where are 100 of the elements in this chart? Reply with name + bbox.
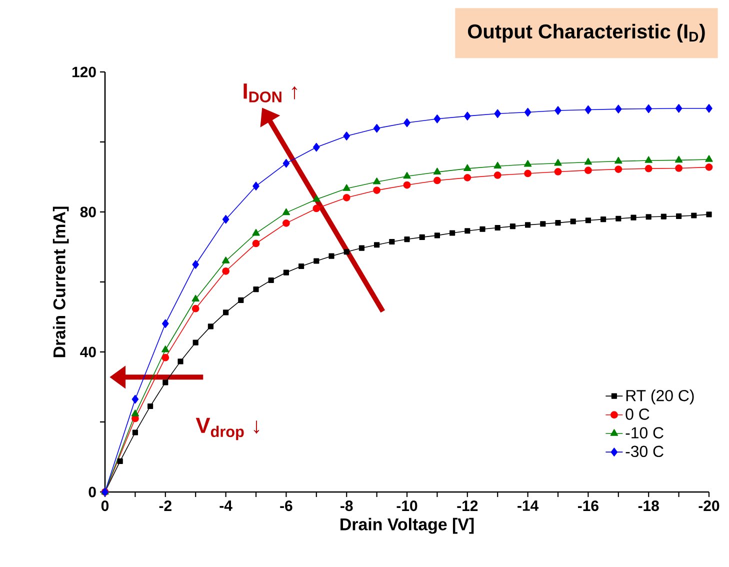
point — [282, 208, 290, 216]
point — [404, 236, 410, 242]
y-axis-title: Drain Current [mA] — [52, 206, 69, 358]
point — [705, 155, 713, 162]
x-tick-label: -10 — [396, 500, 418, 512]
point — [208, 324, 214, 330]
annotation: V$_{drop}$ ↓ — [196, 418, 260, 440]
point — [524, 160, 532, 167]
point — [616, 216, 622, 222]
point — [342, 194, 350, 202]
x-tick-label: -12 — [457, 500, 478, 511]
point — [660, 214, 666, 220]
point — [344, 249, 350, 255]
point — [312, 204, 320, 212]
point — [434, 114, 441, 124]
point — [464, 164, 472, 171]
point — [434, 232, 440, 238]
point — [222, 256, 230, 264]
point — [223, 310, 229, 316]
point — [343, 132, 350, 140]
annotation: I$_{DON}$ ↑ — [244, 84, 298, 102]
legend-label: 0 C — [626, 408, 650, 420]
point — [584, 158, 592, 165]
point — [192, 304, 200, 312]
point — [178, 358, 184, 364]
point — [192, 294, 200, 302]
y-tick-label: 80 — [80, 206, 96, 218]
point — [615, 104, 622, 114]
point — [570, 218, 576, 224]
point — [132, 394, 139, 404]
point — [614, 166, 622, 173]
point — [373, 186, 380, 194]
point — [676, 213, 682, 219]
point — [524, 170, 532, 178]
point — [252, 228, 260, 236]
point — [298, 263, 304, 270]
point — [644, 156, 652, 163]
point — [554, 168, 562, 176]
x-tick-label: -16 — [578, 500, 598, 512]
legend-label: -10 C — [626, 427, 664, 438]
legend-label: -30 C — [626, 446, 664, 458]
x-tick-label: -8 — [340, 500, 353, 512]
point — [358, 245, 364, 251]
x-axis-title: Drain Voltage [V] — [340, 518, 474, 534]
point — [674, 156, 683, 163]
point — [314, 258, 320, 264]
point — [268, 277, 274, 284]
point — [554, 158, 562, 166]
point — [510, 224, 516, 230]
point — [645, 104, 652, 114]
point — [464, 228, 470, 234]
point — [192, 340, 198, 346]
point — [162, 346, 170, 352]
point — [162, 380, 168, 386]
point — [313, 142, 320, 152]
chart-title: Output Characteristic (I$_{D}$) — [468, 24, 705, 42]
point — [117, 458, 123, 464]
x-tick-label: -18 — [638, 500, 659, 512]
point — [373, 124, 380, 133]
point — [433, 168, 442, 174]
point — [494, 109, 501, 118]
point — [403, 172, 411, 179]
point — [691, 212, 697, 218]
point — [675, 104, 682, 113]
point — [706, 212, 712, 218]
point — [162, 354, 170, 362]
point — [148, 403, 154, 410]
point — [524, 108, 532, 117]
point — [132, 430, 138, 436]
point — [253, 286, 259, 292]
point — [644, 164, 652, 172]
point — [252, 240, 260, 248]
x-tick-label: -2 — [159, 500, 172, 511]
point — [554, 106, 562, 115]
x-tick-label: -6 — [280, 500, 292, 512]
point — [480, 226, 486, 232]
point — [252, 182, 260, 190]
x-tick-label: -20 — [698, 500, 720, 512]
point — [464, 174, 472, 182]
point — [614, 156, 622, 164]
point — [584, 166, 592, 174]
point — [646, 214, 652, 220]
point — [222, 267, 230, 275]
point — [389, 238, 395, 245]
point — [434, 176, 441, 184]
point — [555, 220, 561, 226]
point — [464, 112, 471, 120]
point — [282, 219, 290, 227]
x-tick-label: -4 — [220, 500, 232, 511]
point — [162, 319, 169, 328]
point — [525, 222, 531, 228]
point — [282, 158, 290, 168]
point — [706, 104, 712, 113]
point — [312, 195, 320, 202]
y-tick-label: 120 — [72, 66, 96, 78]
point — [283, 270, 289, 276]
point — [705, 163, 713, 171]
point — [419, 234, 425, 240]
point — [494, 224, 500, 231]
point — [372, 178, 381, 184]
